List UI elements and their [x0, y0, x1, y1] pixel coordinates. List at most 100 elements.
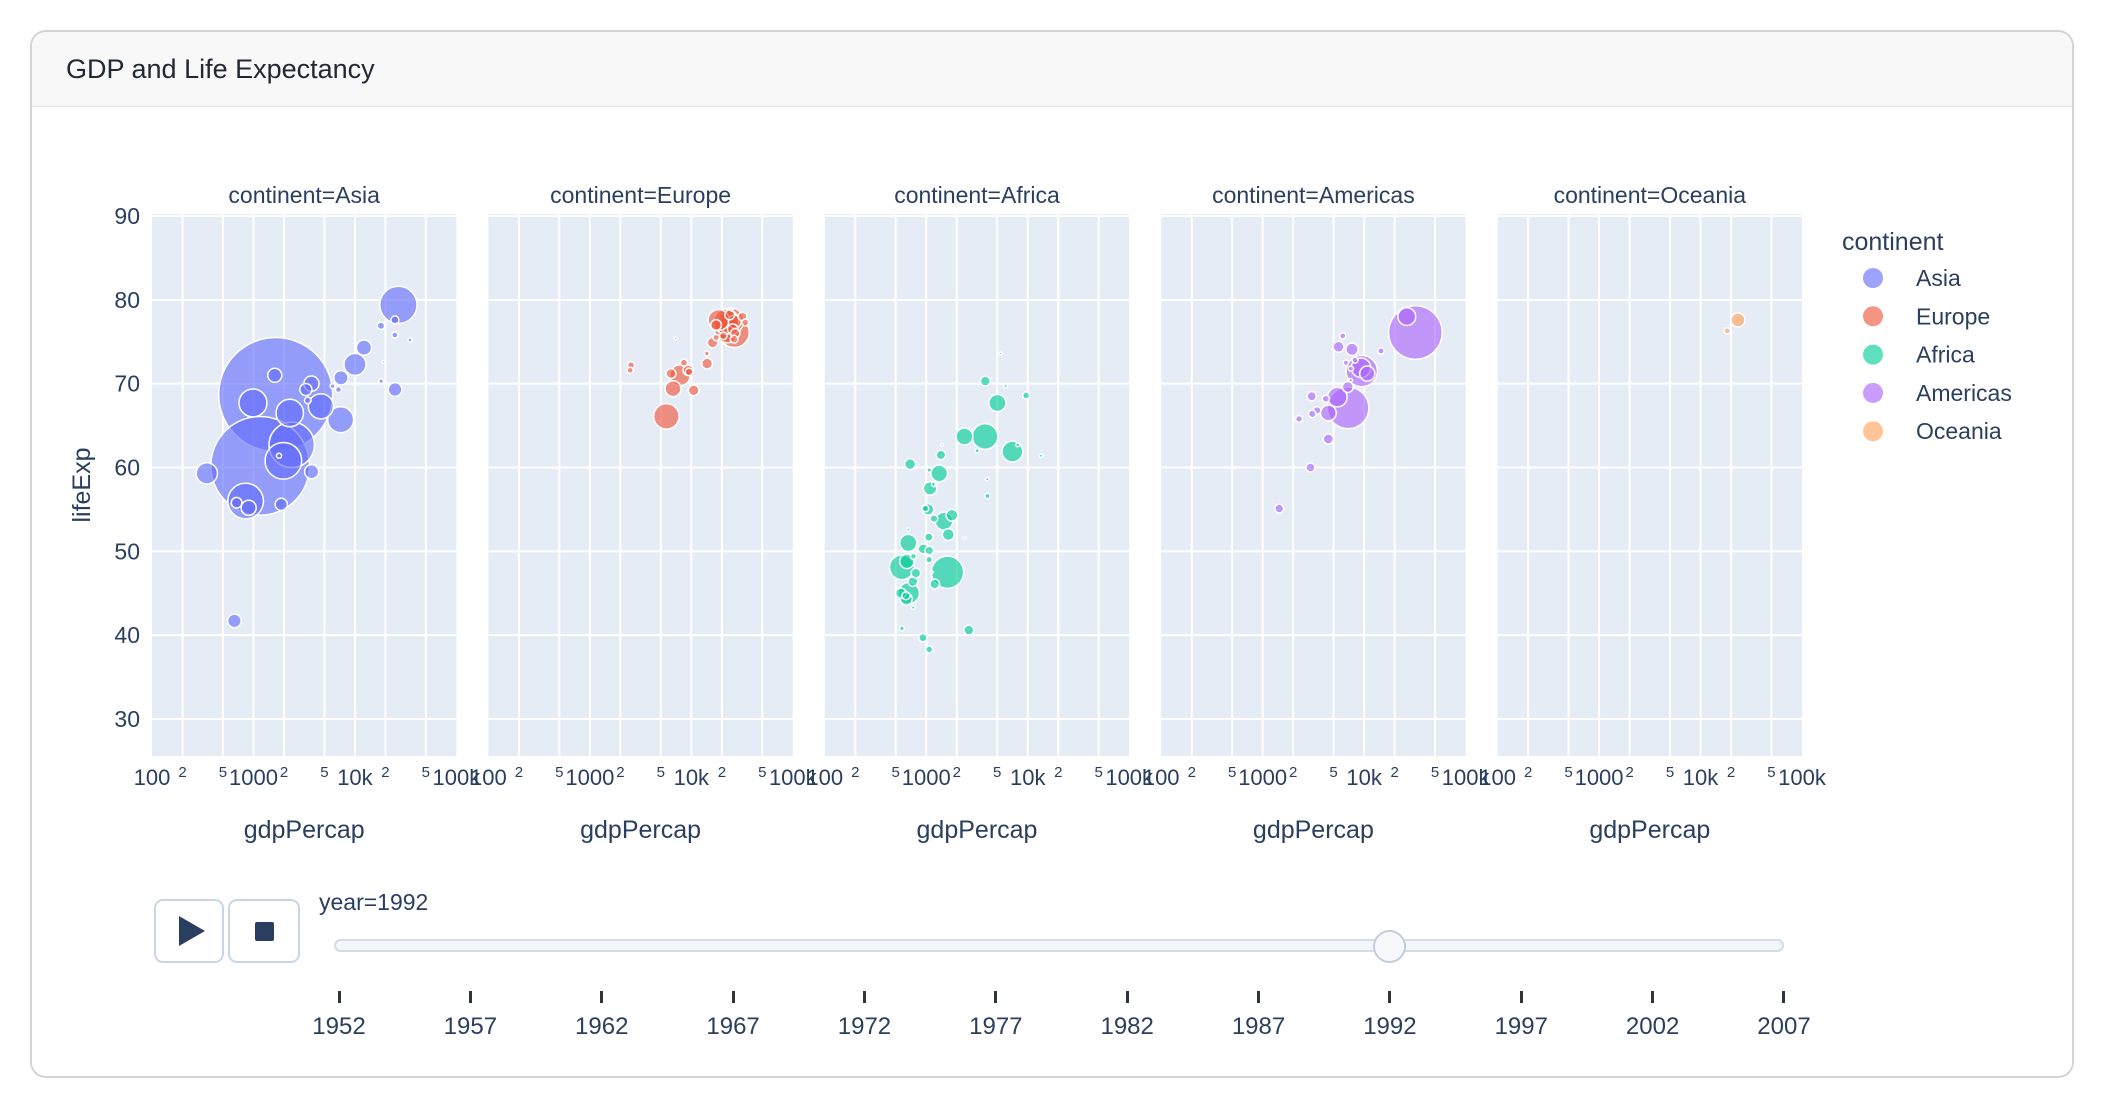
- bubble-europe[interactable]: [673, 336, 678, 341]
- bubble-europe[interactable]: [718, 331, 728, 341]
- slider-year-label[interactable]: 1967: [706, 1013, 760, 1040]
- bubble-asia[interactable]: [230, 496, 243, 509]
- bubble-africa[interactable]: [945, 508, 959, 522]
- slider-year-label[interactable]: 1997: [1494, 1013, 1548, 1040]
- slider-year-label[interactable]: 1987: [1231, 1013, 1286, 1040]
- stop-button[interactable]: [228, 899, 300, 963]
- bubble-asia[interactable]: [303, 463, 320, 480]
- bubble-americas[interactable]: [1274, 503, 1285, 514]
- bubble-americas[interactable]: [1306, 390, 1318, 402]
- bubble-africa[interactable]: [979, 375, 991, 387]
- bubble-asia[interactable]: [391, 331, 399, 339]
- bubble-africa[interactable]: [998, 351, 1003, 356]
- bubble-americas[interactable]: [1319, 404, 1338, 422]
- bubble-africa[interactable]: [923, 532, 934, 542]
- bubble-americas[interactable]: [1342, 359, 1350, 367]
- bubble-africa[interactable]: [930, 464, 949, 483]
- bubble-americas[interactable]: [1339, 332, 1347, 340]
- bubble-europe[interactable]: [703, 350, 710, 357]
- bubble-americas[interactable]: [1341, 380, 1354, 394]
- bubble-africa[interactable]: [984, 492, 991, 500]
- bubble-europe[interactable]: [626, 366, 634, 375]
- bubble-africa[interactable]: [984, 476, 990, 482]
- bubble-americas[interactable]: [1305, 462, 1316, 473]
- bubble-asia[interactable]: [387, 381, 403, 398]
- bubble-europe[interactable]: [687, 384, 700, 397]
- facet-plot-bg[interactable]: [824, 214, 1130, 756]
- bubble-europe[interactable]: [709, 318, 723, 332]
- slider-year-label[interactable]: 1957: [443, 1013, 498, 1040]
- bubble-oceania[interactable]: [1723, 327, 1732, 335]
- bubble-africa[interactable]: [918, 632, 928, 643]
- bubble-asia[interactable]: [226, 613, 242, 629]
- bubble-americas[interactable]: [1322, 433, 1335, 445]
- bubble-asia[interactable]: [326, 405, 355, 434]
- bubble-asia[interactable]: [334, 385, 343, 394]
- bubble-africa[interactable]: [955, 427, 974, 446]
- bubble-asia[interactable]: [238, 388, 268, 418]
- bubble-africa[interactable]: [935, 449, 947, 461]
- slider-year-label[interactable]: 1982: [1100, 1013, 1154, 1040]
- bubble-asia[interactable]: [355, 339, 373, 356]
- bubble-europe[interactable]: [741, 318, 750, 327]
- bubble-africa[interactable]: [1014, 442, 1021, 448]
- bubble-europe[interactable]: [652, 402, 680, 430]
- year-slider-track[interactable]: [334, 939, 1784, 952]
- bubble-asia[interactable]: [264, 441, 303, 480]
- bubble-africa[interactable]: [921, 504, 930, 513]
- bubble-africa[interactable]: [962, 535, 967, 540]
- bubble-europe[interactable]: [729, 334, 739, 344]
- bubble-africa[interactable]: [903, 457, 917, 471]
- bubble-americas[interactable]: [1347, 365, 1355, 372]
- bubble-africa[interactable]: [963, 624, 975, 636]
- bubble-europe[interactable]: [665, 367, 677, 380]
- facet-plot-bg[interactable]: [1161, 214, 1466, 756]
- bubble-oceania[interactable]: [1730, 312, 1746, 328]
- facet-plot-bg[interactable]: [488, 214, 793, 756]
- bubble-asia[interactable]: [381, 359, 386, 364]
- legend-item-europe[interactable]: Europe: [1863, 303, 1990, 329]
- bubble-europe[interactable]: [664, 379, 682, 398]
- bubble-europe[interactable]: [679, 358, 689, 367]
- legend-item-africa[interactable]: Africa: [1863, 342, 1975, 368]
- bubble-africa[interactable]: [898, 625, 905, 632]
- bubble-americas[interactable]: [1307, 409, 1317, 419]
- play-button[interactable]: [154, 899, 224, 963]
- slider-year-label[interactable]: 2002: [1625, 1013, 1680, 1040]
- bubble-americas[interactable]: [1348, 377, 1354, 383]
- bubble-americas[interactable]: [1358, 365, 1376, 382]
- legend-item-americas[interactable]: Americas: [1863, 380, 2012, 406]
- bubble-asia[interactable]: [378, 378, 385, 385]
- slider-year-label[interactable]: 1952: [312, 1013, 366, 1040]
- bubble-asia[interactable]: [376, 321, 386, 331]
- bubble-asia[interactable]: [390, 315, 400, 325]
- bubble-africa[interactable]: [929, 578, 941, 590]
- bubble-africa[interactable]: [926, 467, 933, 473]
- legend-item-asia[interactable]: Asia: [1863, 265, 1961, 291]
- slider-year-label[interactable]: 1992: [1363, 1013, 1417, 1040]
- bubble-africa[interactable]: [929, 570, 934, 575]
- bubble-africa[interactable]: [905, 527, 911, 532]
- bubble-asia[interactable]: [299, 382, 313, 397]
- bubble-africa[interactable]: [924, 545, 935, 556]
- bubble-africa[interactable]: [974, 447, 981, 454]
- bubble-asia[interactable]: [275, 398, 305, 428]
- bubble-asia[interactable]: [275, 452, 283, 460]
- bubble-americas[interactable]: [1377, 347, 1385, 355]
- bubble-europe[interactable]: [684, 367, 694, 377]
- legend-item-oceania[interactable]: Oceania: [1863, 418, 2002, 444]
- year-slider-handle[interactable]: [1373, 929, 1407, 963]
- bubble-asia[interactable]: [329, 383, 336, 390]
- bubble-asia[interactable]: [274, 497, 289, 512]
- bubble-africa[interactable]: [901, 590, 911, 601]
- bubble-africa[interactable]: [910, 604, 916, 610]
- bubble-americas[interactable]: [1332, 340, 1345, 353]
- bubble-asia[interactable]: [303, 396, 312, 405]
- bubble-africa[interactable]: [1021, 391, 1031, 400]
- bubble-europe[interactable]: [712, 333, 721, 342]
- bubble-asia[interactable]: [195, 461, 219, 485]
- bubble-asia[interactable]: [307, 392, 335, 420]
- bubble-europe[interactable]: [700, 357, 714, 370]
- bubble-americas[interactable]: [1321, 394, 1331, 404]
- slider-year-label[interactable]: 1972: [837, 1013, 892, 1040]
